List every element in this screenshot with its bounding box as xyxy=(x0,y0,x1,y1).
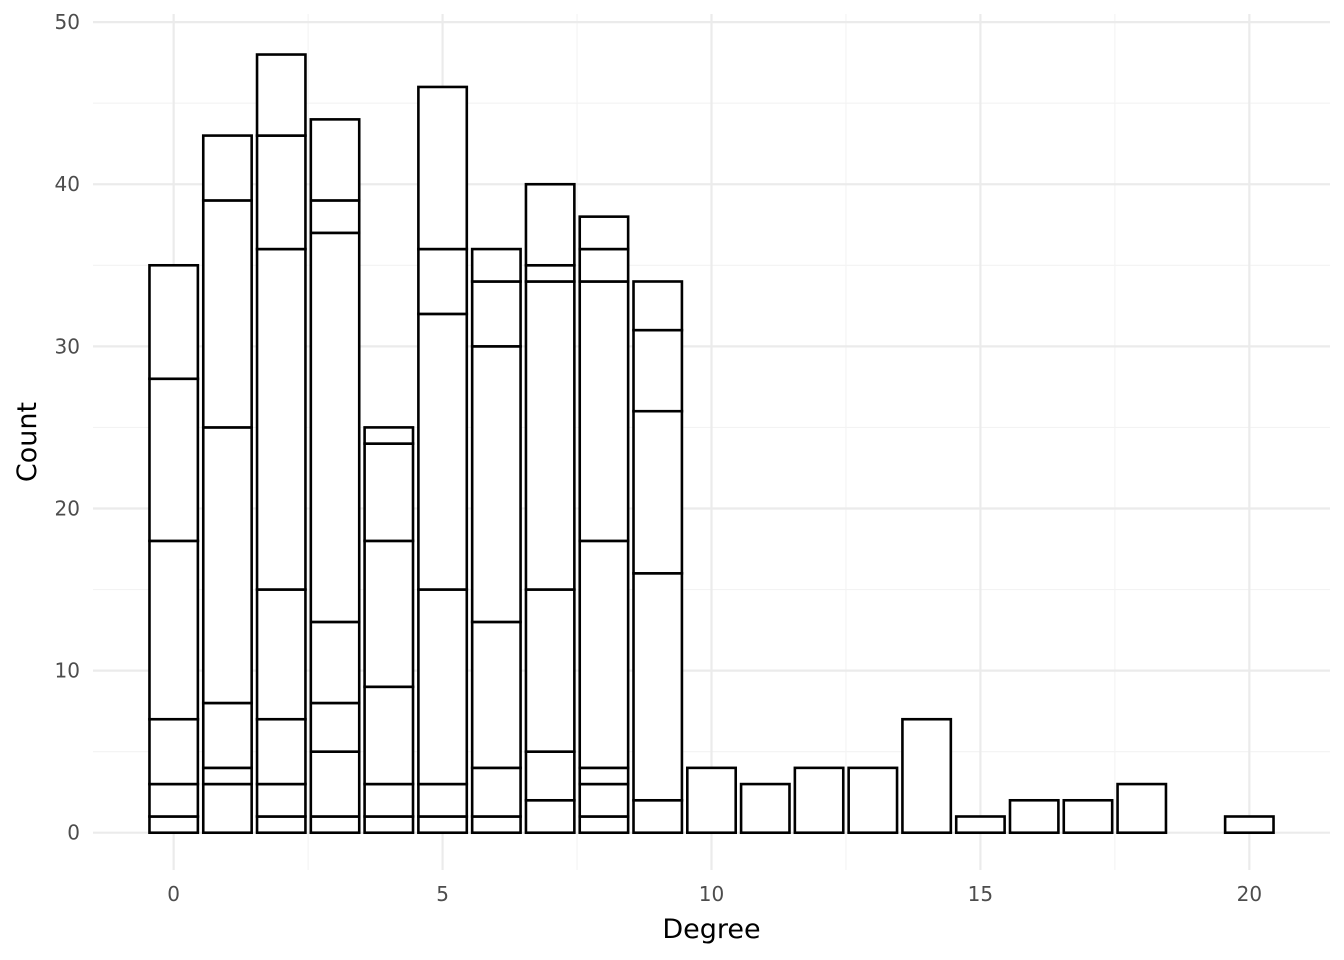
bar-segment xyxy=(309,231,361,624)
bar-segment xyxy=(363,685,415,786)
bar-segment xyxy=(524,263,576,283)
bar-segment xyxy=(524,280,576,591)
x-tick-label: 0 xyxy=(167,882,180,906)
bar-segment xyxy=(417,588,469,786)
bar-segment xyxy=(255,782,307,818)
bar-segment xyxy=(309,701,361,753)
bar-segment xyxy=(632,572,684,802)
y-tick-label: 40 xyxy=(55,172,80,196)
x-tick-label: 20 xyxy=(1237,882,1262,906)
bar-segment xyxy=(309,815,361,835)
bar-segment xyxy=(901,717,953,835)
bars xyxy=(148,53,1275,835)
bar-segment xyxy=(524,182,576,267)
bar-segment xyxy=(1223,815,1275,835)
bar-segment xyxy=(255,134,307,251)
bar-segment xyxy=(470,280,522,348)
bar-segment xyxy=(255,717,307,786)
bar-segment xyxy=(363,815,415,835)
bar-segment xyxy=(954,815,1006,835)
bar-segment xyxy=(309,750,361,818)
bar-segment xyxy=(524,750,576,802)
bar-segment xyxy=(632,409,684,575)
bar-segment xyxy=(363,782,415,818)
bar-segment xyxy=(201,426,253,705)
bar-segment xyxy=(470,247,522,283)
bar-segment xyxy=(470,766,522,818)
bar-segment xyxy=(578,215,630,251)
x-tick-label: 5 xyxy=(436,882,449,906)
bar-segment xyxy=(578,766,630,786)
bar-segment xyxy=(148,782,200,818)
bar-segment xyxy=(255,815,307,835)
bar-segment xyxy=(470,620,522,770)
bar-segment xyxy=(363,426,415,445)
bar-segment xyxy=(148,263,200,381)
bar-segment xyxy=(685,766,738,835)
bar-segment xyxy=(309,620,361,705)
bar-segment xyxy=(201,701,253,770)
bar-segment xyxy=(524,798,576,835)
bar-segment xyxy=(578,280,630,543)
bar-segment xyxy=(632,798,684,835)
y-tick-label: 20 xyxy=(55,496,80,520)
bar-segment xyxy=(148,539,200,721)
x-tick-label: 10 xyxy=(699,882,724,906)
x-tick-label: 15 xyxy=(968,882,993,906)
bar-segment xyxy=(417,247,469,316)
bar-segment xyxy=(524,588,576,753)
bar-segment xyxy=(148,377,200,543)
bar-segment xyxy=(578,815,630,835)
bar-segment xyxy=(793,766,845,835)
y-tick-label: 30 xyxy=(55,334,80,358)
bar-segment xyxy=(417,782,469,818)
bar-segment xyxy=(470,815,522,835)
bar-segment xyxy=(255,53,307,137)
bar-segment xyxy=(632,280,684,332)
bar-segment xyxy=(739,782,791,835)
x-axis-title: Degree xyxy=(662,914,760,945)
bar-segment xyxy=(363,442,415,543)
y-tick-labels: 0 10 20 30 40 50 xyxy=(55,10,80,845)
bar-segment xyxy=(578,539,630,770)
bar-segment xyxy=(201,199,253,429)
bar-segment xyxy=(148,815,200,835)
bar-segment xyxy=(201,134,253,202)
bar-segment xyxy=(255,588,307,721)
y-tick-label: 10 xyxy=(55,659,80,683)
bar-segment xyxy=(201,782,253,835)
y-axis-title: Count xyxy=(12,402,43,482)
bar-segment xyxy=(1062,798,1114,835)
bar-segment xyxy=(309,118,361,202)
bar-segment xyxy=(1116,782,1168,835)
bar-segment xyxy=(632,328,684,413)
bar-segment xyxy=(201,766,253,786)
x-tick-labels: 0 5 10 15 20 xyxy=(167,882,1262,906)
bar-segment xyxy=(417,85,469,251)
bar-segment xyxy=(578,782,630,818)
bar-segment xyxy=(470,345,522,624)
bar-segment xyxy=(1008,798,1060,835)
bar-segment xyxy=(148,717,200,786)
bar-segment xyxy=(417,312,469,591)
bar-segment xyxy=(578,247,630,283)
y-tick-label: 0 xyxy=(67,821,80,845)
bar-segment xyxy=(309,199,361,235)
bar-segment xyxy=(847,766,899,835)
y-tick-label: 50 xyxy=(55,10,80,34)
bar-segment xyxy=(255,247,307,591)
bar-segment xyxy=(417,815,469,835)
bar-segment xyxy=(363,539,415,689)
